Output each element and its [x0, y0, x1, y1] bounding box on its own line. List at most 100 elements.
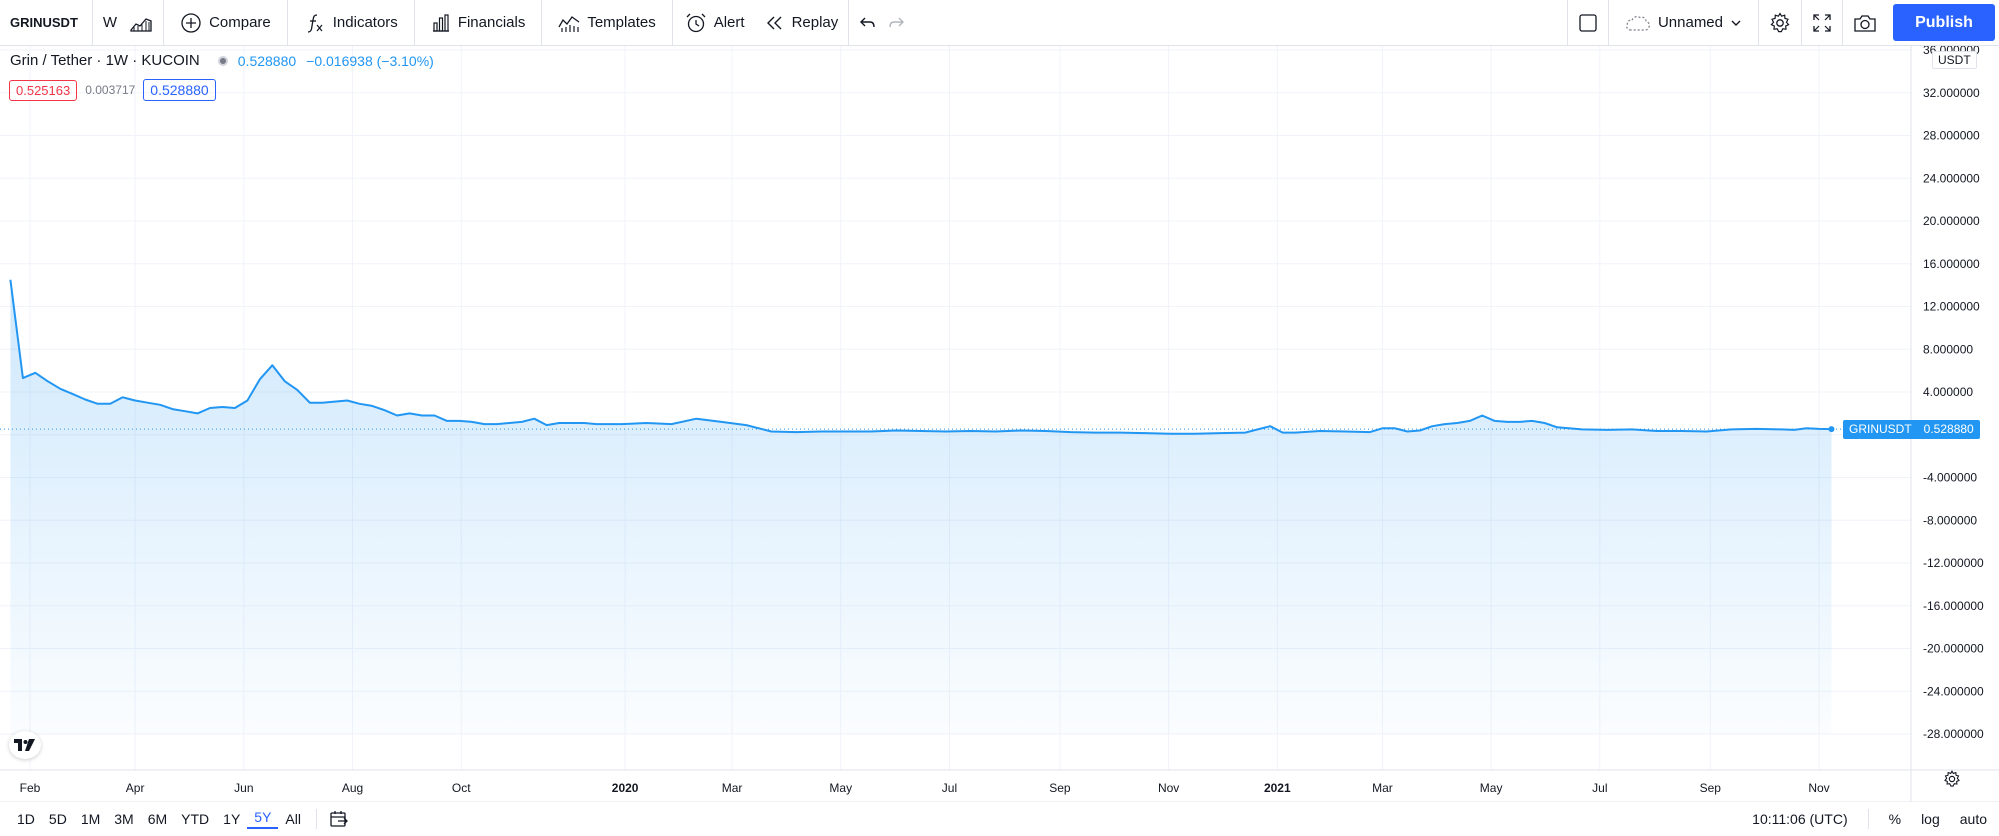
y-tick-label: -4.000000	[1923, 471, 1977, 485]
replay-button[interactable]: Replay	[759, 0, 845, 45]
redo-icon	[889, 17, 905, 27]
y-tick-label: 32.000000	[1923, 86, 1980, 100]
indicators-group: Indicators	[288, 0, 415, 45]
spread-value: 0.003717	[85, 83, 136, 97]
layout-name-label: Unnamed	[1657, 14, 1723, 31]
range-button-ytd[interactable]: YTD	[181, 811, 210, 827]
toolbar-right: Unnamed	[1566, 0, 1999, 45]
settings-group	[1759, 0, 1802, 45]
undo-icon	[860, 17, 875, 27]
y-tick-label: -12.000000	[1923, 556, 1984, 570]
y-tick-label: 20.000000	[1923, 214, 1980, 228]
interval-group: W	[93, 0, 165, 45]
divider	[315, 809, 317, 829]
price-tag-value: 0.528880	[1923, 422, 1974, 437]
range-button-6m[interactable]: 6M	[147, 811, 168, 827]
currency-button[interactable]: USDT	[1932, 51, 1977, 69]
date-range-group: 1D 5D 1M 3M 6M YTD 1Y 5Y All	[0, 809, 308, 829]
publish-label: Publish	[1915, 13, 1973, 31]
last-price-tag: GRINUSDT 0.528880	[1843, 419, 1980, 439]
top-toolbar: GRINUSDT W Compare Indic	[0, 0, 1999, 46]
log-scale-toggle[interactable]: log	[1921, 811, 1940, 827]
chart-style-button[interactable]	[123, 0, 159, 45]
range-button-3m[interactable]: 3M	[114, 811, 134, 827]
financials-button[interactable]: Financials	[425, 0, 532, 45]
bottom-toolbar: 1D 5D 1M 3M 6M YTD 1Y 5Y All 10:11:06 (UTC) % lo…	[0, 802, 1999, 836]
auto-scale-toggle[interactable]: auto	[1959, 811, 1987, 827]
range-button-1y[interactable]: 1Y	[223, 811, 241, 827]
x-tick-label: Jul	[942, 781, 957, 795]
fullscreen-button[interactable]	[1812, 13, 1832, 33]
gear-icon	[1770, 11, 1790, 32]
x-tick-label: 2021	[1264, 781, 1291, 795]
series-title: Grin / Tether · 1W · KUCOIN	[10, 52, 200, 69]
interval-button[interactable]: W	[97, 0, 123, 45]
range-button-1d[interactable]: 1D	[17, 811, 35, 827]
gear-icon	[1944, 770, 1960, 787]
percent-scale-toggle[interactable]: %	[1888, 811, 1902, 827]
compare-group: Compare	[164, 0, 288, 45]
x-tick-label: Sep	[1700, 781, 1722, 795]
templates-group: Templates	[542, 0, 673, 45]
y-tick-label: -20.000000	[1923, 642, 1984, 656]
series-line[interactable]	[9, 279, 1832, 435]
price-change: −0.016938 (−3.10%)	[306, 52, 434, 69]
axis-settings-button[interactable]	[1943, 770, 1961, 793]
x-tick-label: Nov	[1158, 781, 1179, 795]
symbol-name[interactable]: GRINUSDT	[10, 15, 78, 30]
compare-button[interactable]: Compare	[174, 0, 277, 45]
price-tag-symbol: GRINUSDT	[1849, 422, 1912, 437]
price-chart[interactable]: 36.00000032.00000028.00000024.00000020.0…	[0, 46, 1999, 802]
tradingview-logo-icon	[14, 739, 35, 751]
y-tick-label: -8.000000	[1923, 513, 1977, 527]
range-button-1m[interactable]: 1M	[80, 811, 101, 827]
x-tick-label: Feb	[20, 781, 41, 795]
symbol-search[interactable]: GRINUSDT	[0, 0, 93, 45]
area-chart-icon	[130, 17, 152, 32]
series-area-fill	[10, 279, 1832, 734]
last-price: 0.528880	[237, 52, 297, 69]
utc-time[interactable]: 10:11:06 (UTC)	[1752, 811, 1848, 827]
range-button-5y[interactable]: 5Y	[247, 809, 279, 829]
replay-label: Replay	[791, 14, 839, 31]
rewind-icon	[766, 16, 782, 29]
x-tick-label: Nov	[1808, 781, 1829, 795]
y-tick-label: -24.000000	[1923, 684, 1984, 698]
redo-button[interactable]	[887, 15, 905, 31]
y-tick-label: -16.000000	[1923, 599, 1984, 613]
layout-name-button[interactable]: Unnamed	[1619, 0, 1748, 45]
alert-button[interactable]: Alert	[679, 0, 751, 45]
fullscreen-icon	[1813, 13, 1831, 32]
range-button-all[interactable]: All	[285, 811, 301, 827]
chevron-down-icon	[1731, 20, 1741, 26]
bar-chart-icon	[432, 13, 449, 32]
publish-button[interactable]: Publish	[1893, 4, 1995, 41]
templates-label: Templates	[587, 14, 656, 31]
x-tick-label: Jul	[1592, 781, 1607, 795]
x-tick-label: May	[829, 781, 852, 795]
history-group	[849, 0, 915, 45]
fullscreen-group	[1802, 0, 1843, 45]
bid-price: 0.525163	[9, 79, 78, 101]
settings-button[interactable]	[1769, 11, 1791, 34]
plus-circle-icon	[181, 12, 201, 33]
x-tick-label: Oct	[452, 781, 471, 795]
financials-label: Financials	[457, 14, 526, 31]
range-button-5d[interactable]: 5D	[48, 811, 67, 827]
undo-button[interactable]	[859, 15, 877, 31]
y-tick-label: 24.000000	[1923, 171, 1980, 185]
indicators-button[interactable]: Indicators	[298, 0, 404, 45]
goto-date-button[interactable]	[329, 810, 349, 828]
templates-button[interactable]: Templates	[552, 0, 661, 45]
scale-options: 10:11:06 (UTC) % log auto	[1752, 809, 1999, 829]
x-tick-label: Sep	[1049, 781, 1071, 795]
market-status-icon[interactable]	[217, 55, 228, 66]
financials-group: Financials	[415, 0, 543, 45]
select-layout-button[interactable]	[1578, 13, 1598, 33]
x-tick-label: Jun	[234, 781, 253, 795]
series-legend: Grin / Tether · 1W · KUCOIN 0.528880 −0.…	[10, 52, 434, 69]
x-tick-label: 2020	[612, 781, 639, 795]
indicators-label: Indicators	[332, 14, 398, 31]
tradingview-logo[interactable]	[9, 731, 41, 759]
snapshot-button[interactable]	[1853, 13, 1877, 33]
